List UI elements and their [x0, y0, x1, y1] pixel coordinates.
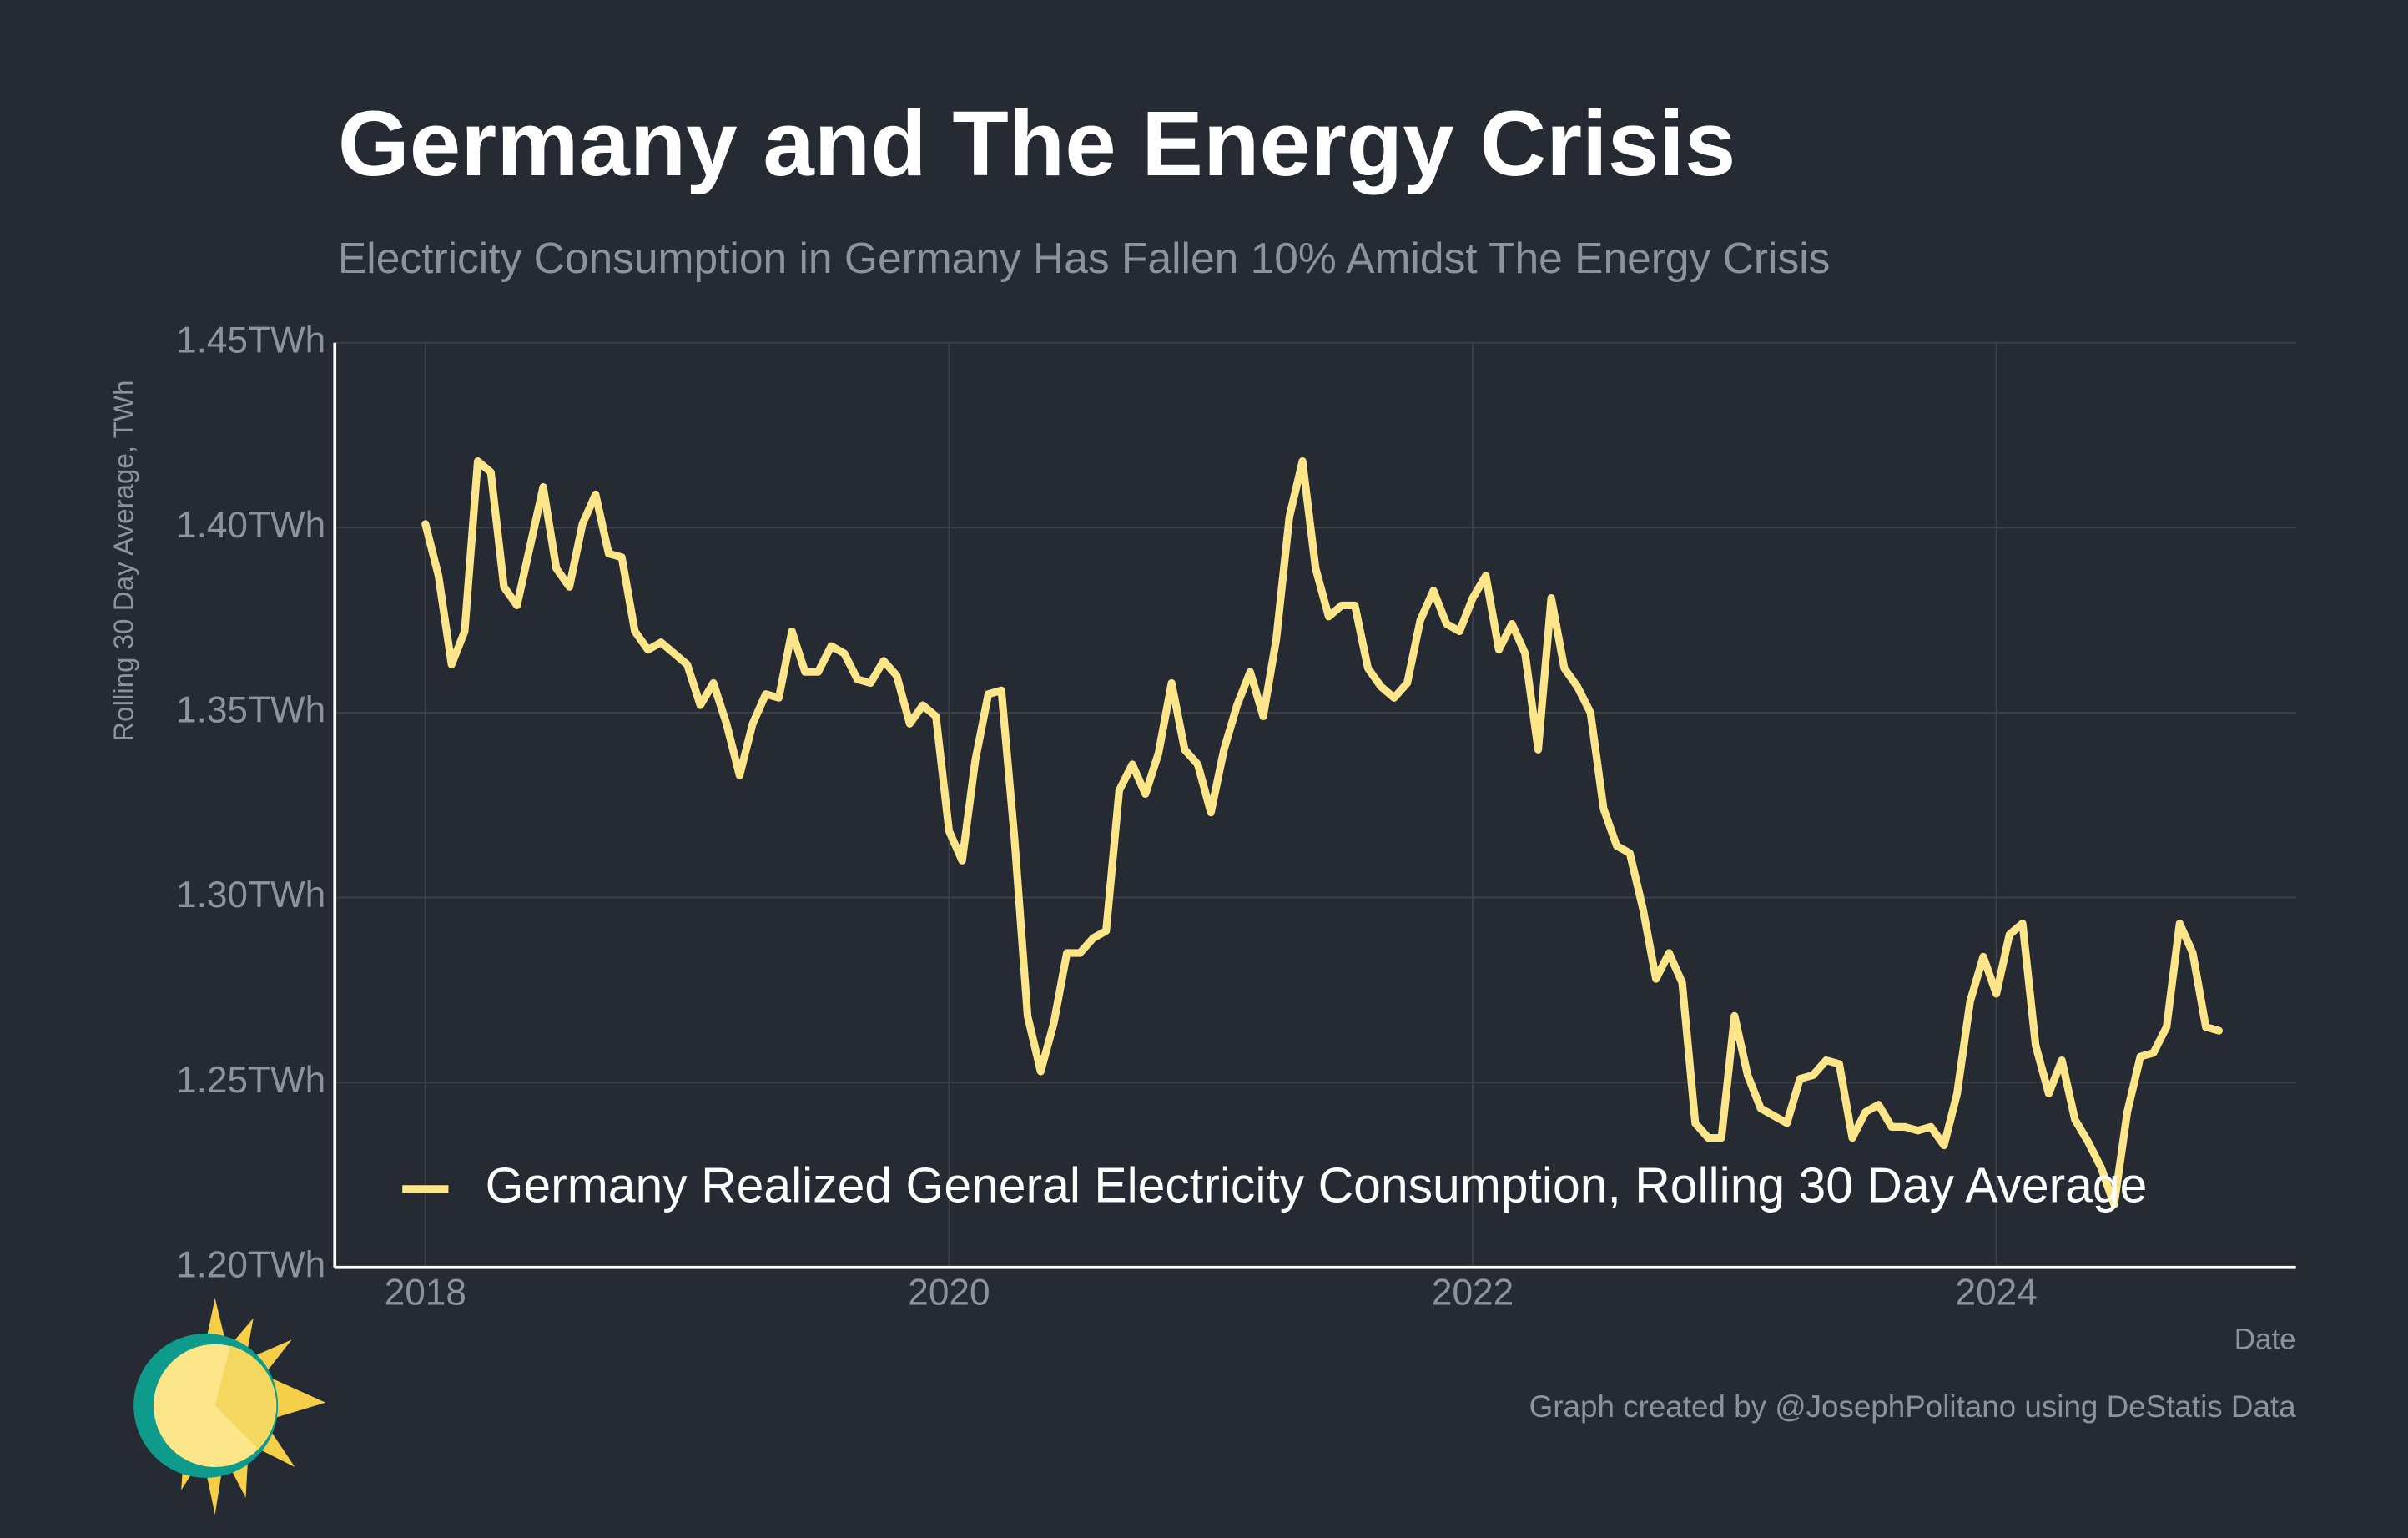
x-tick-label: 2022	[1432, 1273, 1514, 1314]
x-axis-label: Date	[2234, 1323, 2296, 1355]
y-tick-label: 1.45TWh	[176, 320, 325, 361]
x-tick-label: 2024	[1956, 1273, 2038, 1314]
x-tick-label: 2018	[385, 1273, 466, 1314]
data-line	[421, 456, 2223, 1209]
chart-subtitle: Electricity Consumption in Germany Has F…	[338, 234, 1830, 282]
logo-shade	[214, 1345, 276, 1449]
y-tick-label: 1.30TWh	[176, 875, 325, 915]
y-tick-label: 1.25TWh	[176, 1060, 325, 1101]
caption: Graph created by @JosephPolitano using D…	[1529, 1389, 2296, 1424]
x-tick-label: 2020	[908, 1273, 990, 1314]
logo	[133, 1298, 326, 1515]
y-tick-label: 1.40TWh	[176, 505, 325, 546]
y-tick-label: 1.35TWh	[176, 690, 325, 731]
chart-title: Germany and The Energy Crisis	[338, 93, 1735, 195]
y-axis-label: Rolling 30 Day Average, TWh	[109, 380, 140, 741]
legend-label: Germany Realized General Electricity Con…	[486, 1158, 2148, 1213]
plot: 1.20TWh 1.25TWh 1.30TWh 1.35TWh 1.40TWh 1.45T…	[176, 320, 2296, 1314]
y-tick-label: 1.20TWh	[176, 1244, 325, 1285]
